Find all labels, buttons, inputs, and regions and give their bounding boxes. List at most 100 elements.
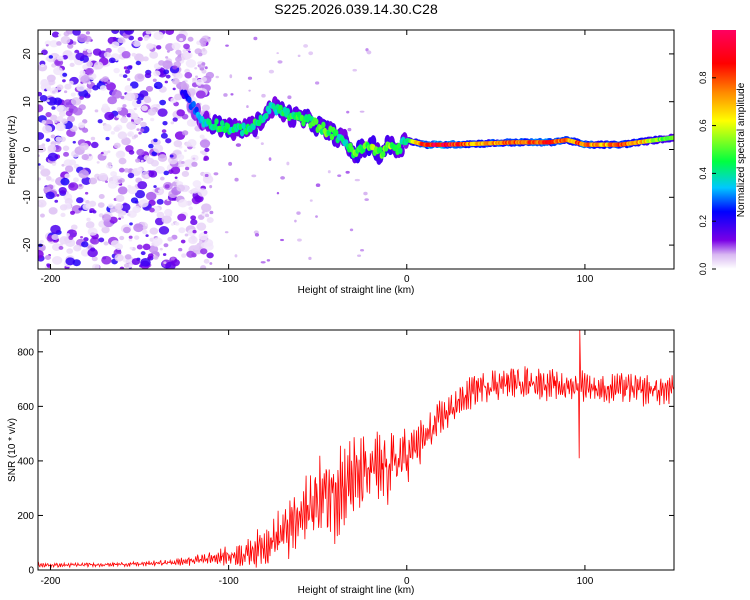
noise-speck — [57, 33, 62, 37]
noise-speck — [159, 99, 167, 106]
noise-speck — [202, 174, 214, 184]
noise-speck — [261, 93, 266, 98]
noise-speck — [195, 75, 198, 78]
noise-speck — [122, 74, 128, 79]
noise-speck — [153, 81, 163, 90]
noise-speck — [229, 74, 233, 79]
noise-speck — [120, 216, 124, 219]
ridge-core — [381, 150, 386, 158]
noise-speck — [113, 142, 121, 149]
x-tick-label: 100 — [577, 274, 594, 285]
noise-speck — [188, 190, 192, 193]
noise-speck — [276, 191, 280, 195]
noise-speck — [41, 119, 47, 125]
noise-speck — [90, 136, 96, 141]
noise-speck — [204, 239, 214, 247]
noise-speck — [62, 79, 66, 83]
noise-speck — [354, 178, 360, 182]
noise-speck — [172, 65, 178, 70]
noise-speck — [156, 103, 161, 108]
snr-axes: -200 -100 0 100 0 200 400 600 800 — [17, 330, 674, 587]
noise-speck — [200, 265, 207, 269]
ridge-core — [278, 104, 283, 112]
colorbar-tick-label: 0.8 — [698, 72, 708, 85]
noise-speck — [130, 197, 139, 204]
noise-speck — [117, 179, 123, 184]
noise-speck — [171, 42, 181, 51]
noise-speck — [117, 37, 125, 44]
ridge-core — [187, 96, 192, 104]
noise-speck — [86, 217, 91, 222]
noise-speck — [176, 109, 186, 117]
colorbar-tick-label: 0.6 — [698, 119, 708, 132]
noise-speck — [201, 211, 205, 214]
noise-speck — [195, 90, 206, 99]
noise-speck — [199, 197, 203, 200]
noise-speck — [39, 239, 44, 244]
noise-speck — [118, 157, 127, 165]
noise-speck — [59, 204, 68, 211]
noise-speck — [58, 110, 67, 117]
noise-speck — [66, 248, 74, 254]
noise-speck — [93, 61, 104, 70]
noise-speck — [140, 258, 151, 267]
noise-speck — [135, 60, 142, 66]
noise-speck — [58, 245, 64, 250]
noise-speck — [44, 254, 51, 261]
noise-speck — [176, 153, 185, 161]
noise-speck — [169, 154, 174, 158]
noise-speck — [67, 43, 74, 49]
noise-speck — [129, 222, 133, 226]
noise-speck — [107, 150, 111, 154]
noise-speck — [77, 33, 88, 43]
noise-speck — [48, 207, 58, 215]
noise-speck — [215, 75, 220, 79]
noise-speck — [166, 50, 170, 53]
noise-speck — [146, 157, 155, 165]
noise-speck — [112, 175, 118, 180]
noise-speck — [153, 185, 157, 188]
noise-speck — [315, 183, 321, 188]
noise-speck — [235, 143, 242, 147]
noise-speck — [181, 130, 189, 136]
noise-speck — [164, 208, 173, 216]
noise-speck — [124, 30, 135, 35]
noise-speck — [38, 91, 43, 97]
noise-speck — [209, 185, 213, 189]
noise-speck — [345, 170, 350, 174]
ridge-core — [671, 135, 674, 140]
noise-speck — [107, 81, 111, 84]
noise-speck — [45, 44, 49, 47]
noise-speck — [174, 176, 178, 179]
noise-speck — [90, 236, 100, 245]
noise-speck — [50, 224, 61, 234]
noise-speck — [81, 154, 89, 161]
noise-speck — [80, 248, 91, 257]
noise-speck — [296, 211, 301, 215]
noise-speck — [192, 180, 202, 188]
noise-speck — [204, 147, 210, 153]
noise-speck — [180, 239, 186, 244]
noise-speck — [121, 50, 131, 59]
noise-speck — [203, 258, 210, 264]
snr-ylabel: SNR (10 * v/v) — [7, 418, 18, 482]
noise-speck — [81, 241, 89, 248]
colorbar-tick-label: 0.2 — [698, 215, 708, 228]
noise-speck — [38, 201, 41, 206]
noise-speck — [92, 85, 99, 91]
noise-speck — [126, 113, 132, 118]
noise-speck — [167, 236, 173, 242]
noise-speck — [365, 48, 369, 52]
noise-speck — [75, 52, 85, 61]
colorbar-tick-label: 0.0 — [698, 263, 708, 276]
noise-speck — [204, 213, 210, 218]
noise-speck — [194, 194, 204, 203]
noise-speck — [254, 232, 260, 237]
noise-speck — [177, 213, 187, 222]
noise-speck — [45, 112, 52, 118]
noise-speck — [103, 51, 111, 58]
ridge-core — [334, 129, 339, 136]
noise-speck — [102, 123, 112, 132]
noise-speck — [181, 161, 185, 165]
noise-speck — [206, 252, 214, 259]
